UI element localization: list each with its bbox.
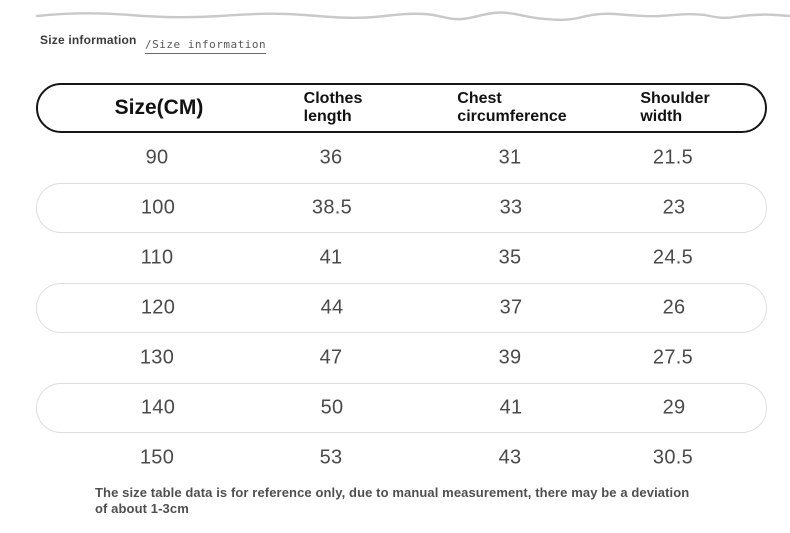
size-value: 90 [145, 146, 169, 169]
shoulder-width-value: 30.5 [652, 446, 694, 469]
chest-circumference-value: 43 [498, 446, 522, 469]
table-row: 140 50 41 29 [36, 383, 767, 433]
size-value: 140 [140, 396, 176, 419]
size-value: 120 [140, 296, 176, 319]
size-table: Size(CM) Clothes length Chest circumfere… [36, 83, 767, 483]
section-subtitle: /Size information [145, 38, 267, 54]
shoulder-width-value: 23 [662, 196, 686, 219]
table-row: 150 53 43 30.5 [36, 433, 767, 483]
size-value: 100 [140, 196, 176, 219]
chest-circumference-value: 39 [498, 346, 522, 369]
header-size-cm: Size(CM) [114, 96, 204, 119]
size-value: 150 [139, 446, 175, 469]
table-row: 100 38.5 33 23 [36, 183, 767, 233]
wavy-divider-top [0, 0, 790, 28]
table-row: 90 36 31 21.5 [36, 133, 767, 183]
chest-circumference-value: 35 [498, 246, 522, 269]
chest-circumference-value: 41 [499, 396, 523, 419]
clothes-length-value: 36 [319, 146, 343, 169]
clothes-length-value: 44 [320, 296, 344, 319]
clothes-length-value: 47 [319, 346, 343, 369]
table-row: 120 44 37 26 [36, 283, 767, 333]
table-row: 110 41 35 24.5 [36, 233, 767, 283]
disclaimer-line-1: The size table data is for reference onl… [95, 485, 690, 500]
shoulder-width-value: 27.5 [652, 346, 694, 369]
clothes-length-value: 41 [319, 246, 343, 269]
header-clothes-length: Clothes length [303, 90, 363, 125]
size-table-header: Size(CM) Clothes length Chest circumfere… [36, 83, 767, 133]
section-title: Size information [40, 33, 137, 47]
clothes-length-value: 50 [320, 396, 344, 419]
shoulder-width-value: 21.5 [652, 146, 694, 169]
header-shoulder-width: Shoulder width [640, 90, 710, 125]
disclaimer-line-2: of about 1-3cm [95, 500, 189, 516]
header-chest-circumference: Chest circumference [457, 90, 567, 125]
clothes-length-value: 53 [319, 446, 343, 469]
chest-circumference-value: 31 [498, 146, 522, 169]
disclaimer-note: The size table data is for reference onl… [95, 485, 755, 516]
shoulder-width-value: 29 [662, 396, 686, 419]
shoulder-width-value: 24.5 [652, 246, 694, 269]
chest-circumference-value: 33 [499, 196, 523, 219]
shoulder-width-value: 26 [662, 296, 686, 319]
size-value: 130 [139, 346, 175, 369]
table-row: 130 47 39 27.5 [36, 333, 767, 383]
chest-circumference-value: 37 [499, 296, 523, 319]
clothes-length-value: 38.5 [311, 196, 353, 219]
size-value: 110 [140, 246, 174, 269]
